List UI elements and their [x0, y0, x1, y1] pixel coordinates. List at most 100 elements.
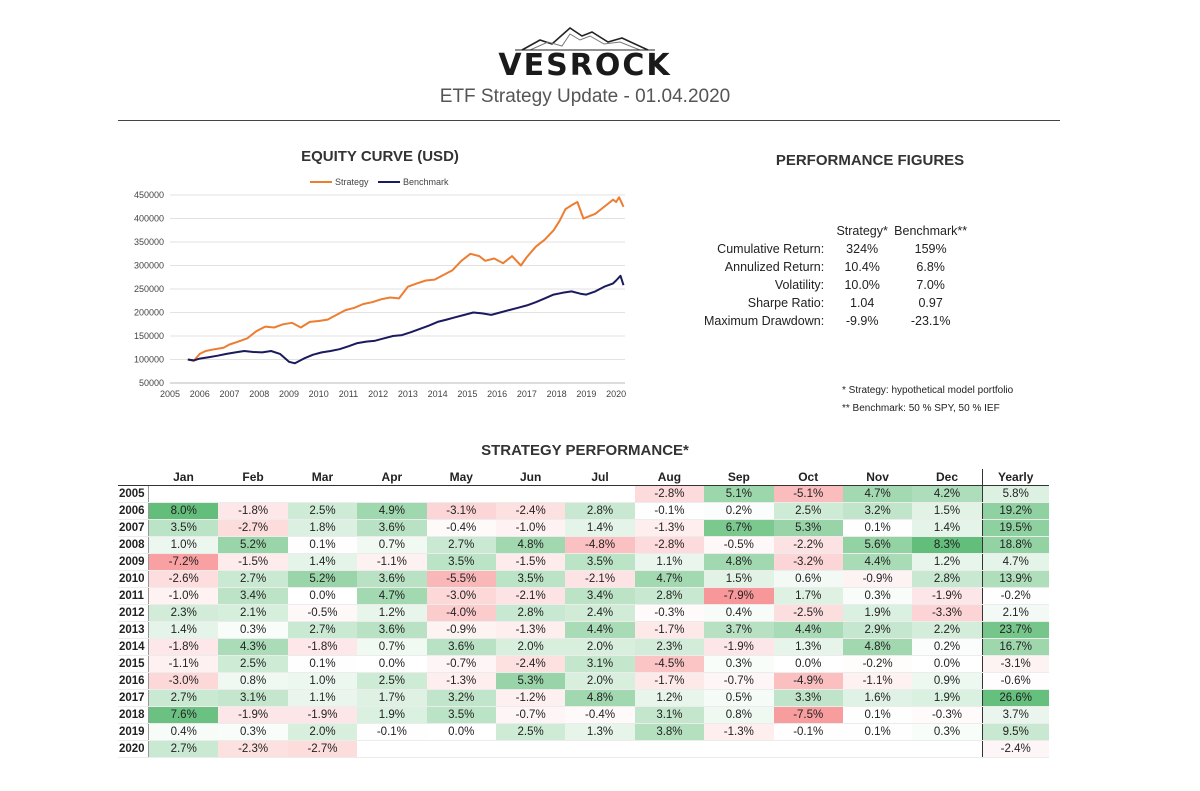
monthly-return-cell: 1.7%	[773, 587, 843, 605]
monthly-return-cell: -2.1%	[495, 587, 566, 605]
x-tick-label: 2017	[517, 389, 537, 399]
equity-curve-chart: Strategy Benchmark 50000 100000 150000 20000…	[134, 177, 626, 399]
performance-figures-table: Strategy* Benchmark** Cumulative Return:…	[700, 222, 969, 330]
monthly-return-cell: 0.3%	[842, 587, 913, 605]
monthly-return-cell: 0.2%	[912, 638, 983, 656]
monthly-return-cell: -7.9%	[704, 587, 774, 605]
monthly-return-cell: 1.7%	[357, 689, 427, 707]
monthly-return-cell: 5.1%	[704, 485, 774, 503]
strategy-footnote: * Strategy: hypothetical model portfolio	[842, 385, 1014, 396]
x-tick-label: 2018	[547, 389, 567, 399]
performance-row: Sharpe Ratio: 1.04 0.97	[700, 294, 969, 312]
monthly-return-cell: 3.3%	[773, 689, 843, 707]
benchmark-value: 6.8%	[916, 260, 945, 274]
monthly-return-cell: -0.5%	[704, 536, 774, 554]
series-line-strategy	[187, 196, 625, 362]
monthly-return-cell: 0.3%	[704, 655, 774, 673]
monthly-return-cell: 2.5%	[495, 723, 566, 741]
monthly-return-cell: 3.7%	[704, 621, 774, 639]
performance-figures-title: PERFORMANCE FIGURES	[775, 152, 965, 169]
monthly-return-cell: 3.4%	[565, 587, 635, 605]
monthly-return-cell: -1.8%	[218, 502, 288, 520]
monthly-return-cell: 1.0%	[287, 672, 358, 690]
monthly-return-cell: 2.8%	[565, 502, 635, 520]
yearly-return-cell: 19.2%	[981, 502, 1049, 520]
x-tick-label: 2009	[279, 389, 299, 399]
monthly-return-cell: 0.7%	[357, 536, 427, 554]
year-label: 2018	[118, 706, 149, 724]
year-label: 2005	[118, 485, 149, 503]
monthly-return-cell: 2.3%	[148, 604, 219, 622]
equity-curve-title: EQUITY CURVE (USD)	[301, 148, 459, 165]
monthly-return-cell: 3.5%	[426, 553, 496, 571]
month-header: Jun	[495, 469, 566, 486]
monthly-return-cell: 3.6%	[357, 621, 427, 639]
monthly-return-cell: 0.4%	[148, 723, 219, 741]
brand-logo: VESROCK	[470, 22, 700, 83]
monthly-return-cell: 0.0%	[912, 655, 983, 673]
monthly-return-cell: -1.9%	[218, 706, 288, 724]
yearly-return-cell: 2.1%	[981, 604, 1049, 622]
monthly-return-cell: 1.4%	[912, 519, 983, 537]
legend-label: Benchmark	[403, 177, 449, 187]
performance-row: Maximum Drawdown: -9.9% -23.1%	[700, 312, 969, 330]
x-tick-label: 2016	[487, 389, 507, 399]
yearly-return-cell: -2.4%	[981, 740, 1049, 758]
year-row: 2008 1.0% 5.2% 0.1% 0.7% 2.7% 4.8% -4.8% -2.8% -0…	[118, 536, 1049, 554]
monthly-return-cell: 2.5%	[218, 655, 288, 673]
monthly-return-cell: -1.1%	[357, 553, 427, 571]
monthly-return-cell: 2.7%	[148, 689, 219, 707]
metric-label: Sharpe Ratio:	[747, 296, 825, 310]
monthly-return-cell: -4.5%	[634, 655, 705, 673]
header-divider	[118, 120, 1060, 121]
monthly-return-cell: 3.5%	[565, 553, 635, 571]
yearly-return-cell: 4.7%	[981, 553, 1049, 571]
monthly-return-cell: -1.0%	[495, 519, 566, 537]
metric-label: Annulized Return:	[724, 260, 825, 274]
x-tick-label: 2008	[249, 389, 269, 399]
monthly-return-cell: 2.5%	[357, 672, 427, 690]
month-header: Sep	[704, 469, 774, 486]
year-row: 2013 1.4% 0.3% 2.7% 3.6% -0.9% -1.3% 4.4% -1.7% 3…	[118, 621, 1049, 639]
year-label: 2007	[118, 519, 149, 537]
year-row: 2019 0.4% 0.3% 2.0% -0.1% 0.0% 2.5% 1.3% 3.8% -1.…	[118, 723, 1049, 741]
year-row: 2017 2.7% 3.1% 1.1% 1.7% 3.2% -1.2% 4.8% 1.2% 0.5…	[118, 689, 1049, 707]
y-tick-label: 100000	[134, 355, 164, 365]
monthly-return-cell: 7.6%	[148, 706, 219, 724]
monthly-return-cell	[148, 485, 219, 503]
performance-row: Volatility: 10.0% 7.0%	[700, 276, 969, 294]
monthly-return-cell: 3.6%	[426, 638, 496, 656]
monthly-return-cell: -1.9%	[287, 706, 358, 724]
monthly-return-cell: 3.1%	[218, 689, 288, 707]
benchmark-value: 159%	[914, 242, 947, 256]
monthly-return-cell: -1.8%	[148, 638, 219, 656]
monthly-return-cell: -0.7%	[495, 706, 566, 724]
strategy-header: Strategy*	[836, 224, 888, 238]
x-axis: 2005 2006 2007 2008 2009 2010 2011 2012 2013 2014…	[160, 382, 626, 399]
monthly-return-cell: 6.7%	[704, 519, 774, 537]
monthly-return-cell: 4.9%	[357, 502, 427, 520]
monthly-return-cell: -1.3%	[704, 723, 774, 741]
monthly-return-cell	[842, 740, 913, 758]
monthly-return-cell: -1.5%	[495, 553, 566, 571]
benchmark-value: 7.0%	[916, 278, 945, 292]
monthly-return-cell: 3.6%	[357, 570, 427, 588]
x-tick-label: 2007	[219, 389, 239, 399]
monthly-return-cell: -3.0%	[426, 587, 496, 605]
month-header: Feb	[218, 469, 288, 486]
monthly-return-cell: -1.1%	[148, 655, 219, 673]
month-header: Jan	[148, 469, 219, 486]
benchmark-footnote: ** Benchmark: 50 % SPY, 50 % IEF	[842, 403, 1000, 414]
x-tick-label: 2006	[190, 389, 210, 399]
strategy-value: 10.0%	[844, 278, 880, 292]
monthly-return-cell: 3.2%	[842, 502, 913, 520]
brand-name: VESROCK	[498, 48, 672, 83]
monthly-return-cell: 8.3%	[912, 536, 983, 554]
chart-legend: Strategy Benchmark	[310, 177, 449, 187]
monthly-return-cell	[565, 485, 635, 503]
monthly-return-cell	[287, 485, 358, 503]
monthly-return-cell	[357, 485, 427, 503]
monthly-return-cell: 4.8%	[565, 689, 635, 707]
year-label: 2020	[118, 740, 149, 758]
monthly-return-cell: 5.3%	[495, 672, 566, 690]
